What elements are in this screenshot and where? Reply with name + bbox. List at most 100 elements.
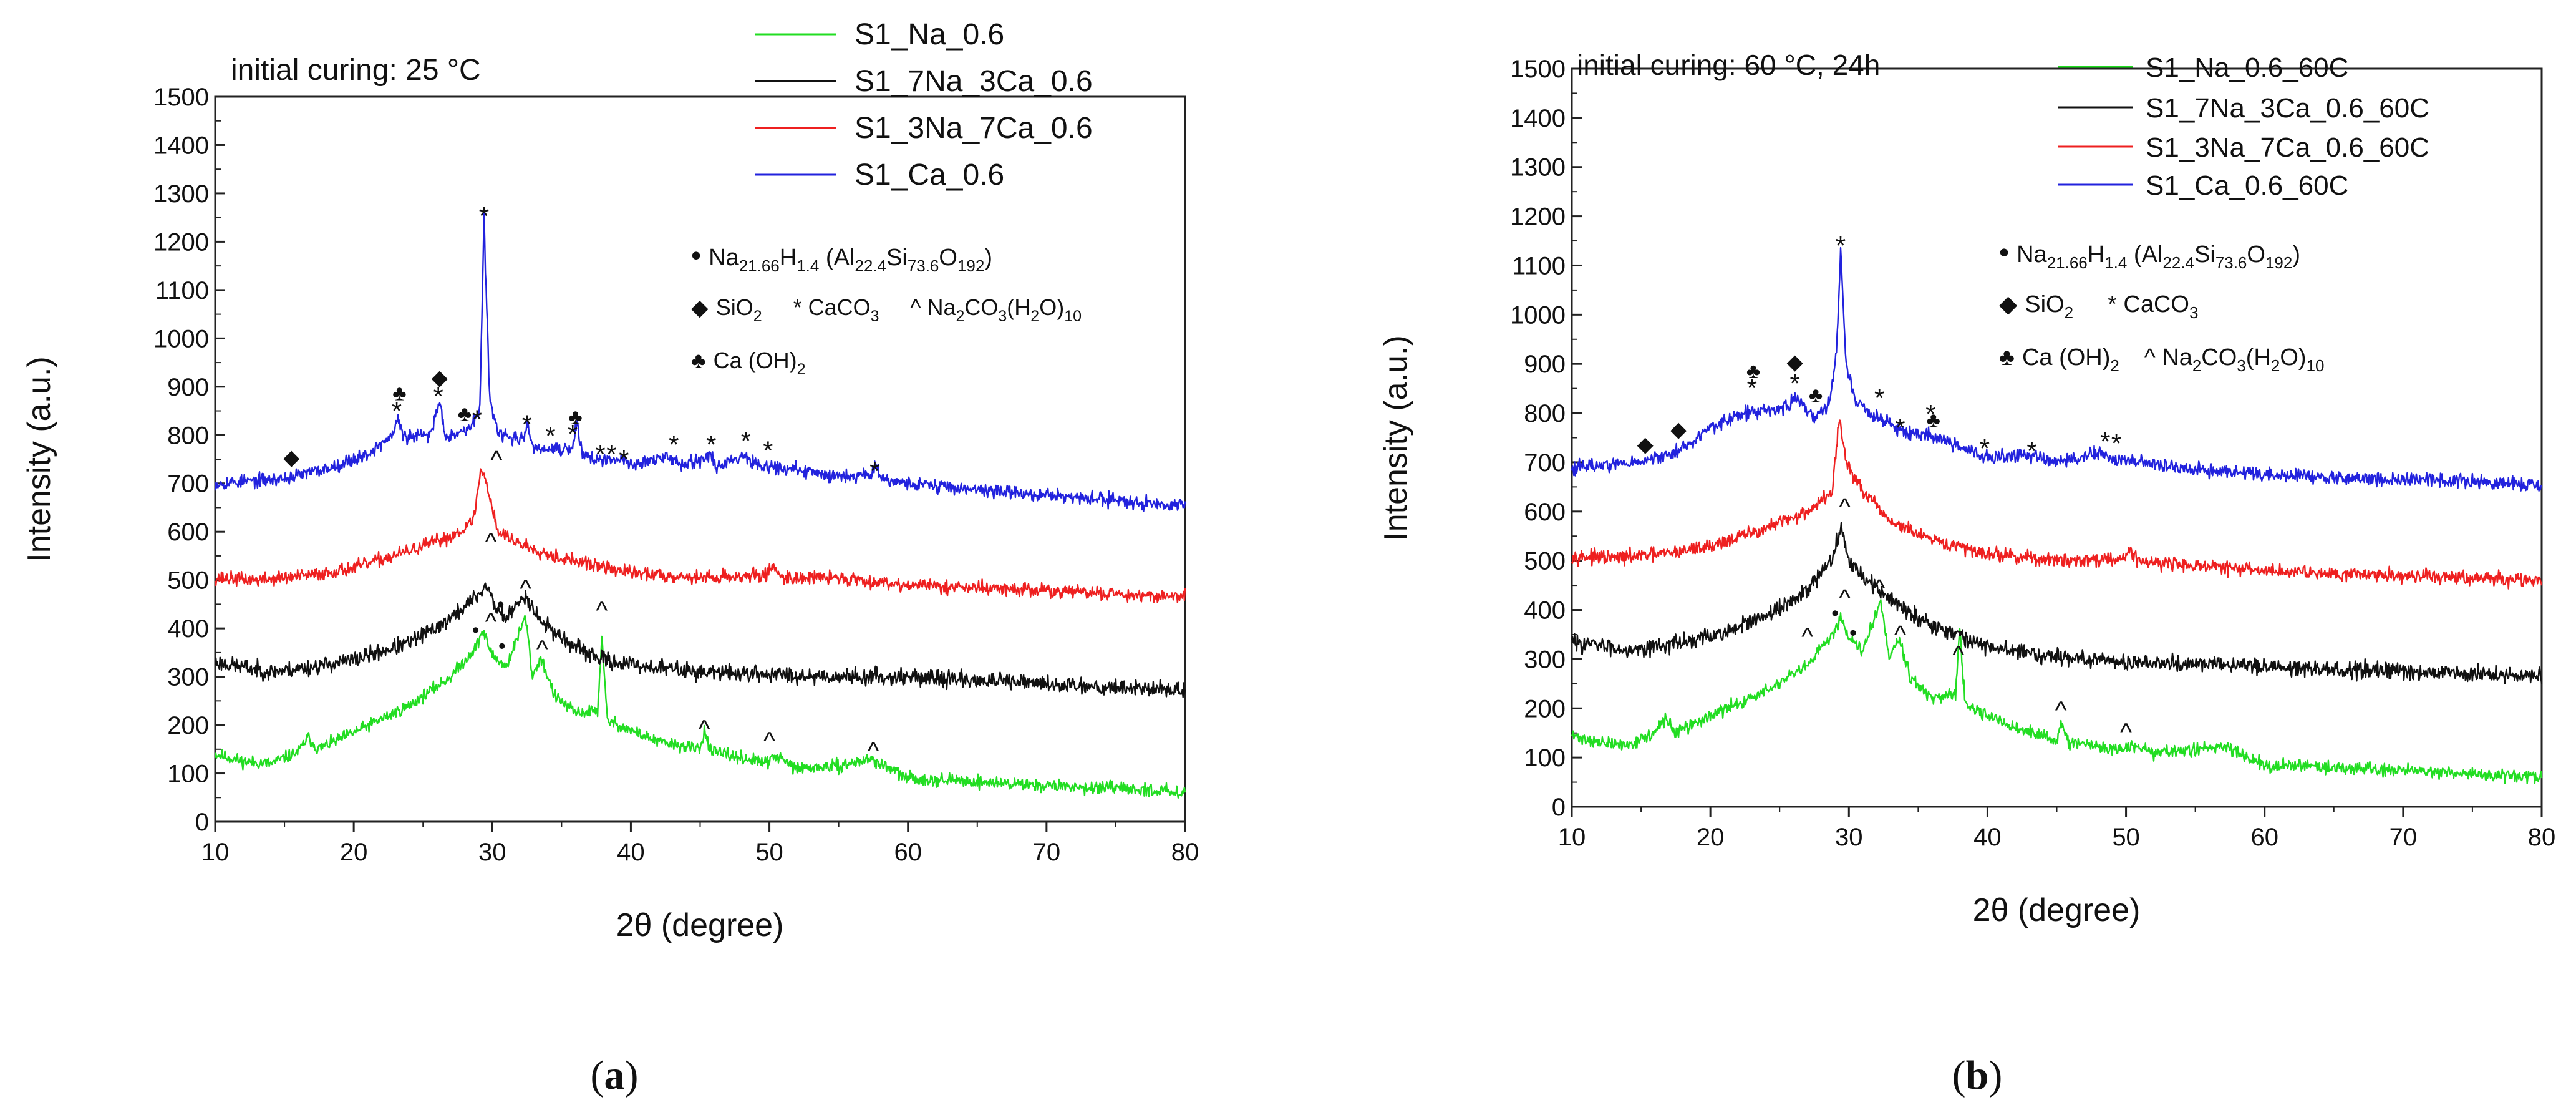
x-tick-label: 20 bbox=[1697, 824, 1725, 851]
phase-line-sio2-caco3: ◆ SiO2 * CaCO3 ^ Na2CO3(H2O)10 bbox=[691, 295, 1082, 325]
panel-b-y-axis-label: Intensity (a.u.) bbox=[1378, 335, 1414, 540]
x-tick-label: 80 bbox=[2528, 824, 2556, 851]
panel-a-y-axis-label: Intensity (a.u.) bbox=[21, 356, 57, 562]
y-tick-label: 0 bbox=[195, 809, 209, 836]
y-tick-label: 900 bbox=[167, 374, 209, 401]
peak-marker: * bbox=[479, 202, 489, 231]
series-line-4 bbox=[1571, 246, 2543, 492]
peak-marker: ^ bbox=[868, 738, 879, 765]
peak-marker: ^ bbox=[485, 608, 497, 635]
panel-b-x-ticks: 10 20 30 40 50 60 70 80 bbox=[1558, 807, 2556, 851]
peak-marker: ♣ bbox=[1927, 409, 1940, 432]
peak-marker: ♣ bbox=[568, 405, 582, 429]
peak-marker: * bbox=[1789, 369, 1799, 398]
y-tick-label: 1400 bbox=[1510, 105, 1566, 132]
y-tick-label: 1100 bbox=[155, 277, 209, 304]
phase-line-sio2-caco3: ◆ SiO2 * CaCO3 bbox=[1999, 291, 2198, 322]
peak-marker: * bbox=[1980, 434, 1990, 463]
peak-marker: ◆ bbox=[1637, 432, 1654, 456]
peak-marker: ^ bbox=[520, 575, 531, 603]
panel-b-title: initial curing: 60 °C, 24h bbox=[1577, 49, 1880, 81]
legend-label: S1_Ca_0.6 bbox=[855, 158, 1004, 192]
peak-marker: ♣ bbox=[392, 381, 406, 405]
peak-marker: * bbox=[522, 409, 532, 439]
peak-marker: * bbox=[741, 426, 751, 455]
peak-marker: ^ bbox=[699, 715, 710, 742]
panel-a-phase-legend: • Na21.66H1.4 (Al22.4Si73.6O192) ◆ SiO2 * C… bbox=[691, 239, 1082, 378]
panel-a-x-axis-label: 2θ (degree) bbox=[616, 907, 784, 943]
series-line-3 bbox=[1571, 419, 2543, 590]
y-tick-label: 1200 bbox=[1510, 203, 1566, 231]
panel-a-x-ticks: 10 20 30 40 50 60 70 80 bbox=[201, 822, 1199, 866]
peak-marker: * bbox=[595, 440, 605, 469]
peak-marker: ^ bbox=[1952, 641, 1964, 668]
y-tick-label: 0 bbox=[1552, 794, 1566, 821]
peak-marker: * bbox=[763, 436, 773, 465]
y-tick-label: 700 bbox=[167, 470, 209, 498]
x-tick-label: 10 bbox=[201, 839, 230, 866]
peak-marker: • bbox=[472, 618, 480, 642]
panel-a-y-ticks: 0 100 200 300 400 500 600 700 800 900 1000 1100 1200… bbox=[153, 84, 225, 836]
peak-marker: * bbox=[1925, 399, 1935, 429]
peak-marker: ^ bbox=[1874, 575, 1886, 602]
panel-a-series bbox=[214, 210, 1186, 799]
y-tick-label: 1400 bbox=[153, 132, 209, 159]
y-tick-label: 200 bbox=[167, 712, 209, 739]
peak-marker: ^ bbox=[596, 597, 608, 625]
peak-marker: * bbox=[619, 444, 629, 474]
peak-marker: * bbox=[669, 430, 679, 459]
y-tick-label: 1000 bbox=[153, 325, 209, 353]
peak-marker: * bbox=[472, 405, 482, 434]
y-tick-label: 600 bbox=[1524, 499, 1566, 526]
panel-b-legend: S1_Na_0.6_60C S1_7Na_3Ca_0.6_60C S1_3Na_… bbox=[2058, 52, 2429, 201]
x-tick-label: 30 bbox=[1835, 824, 1863, 851]
y-tick-label: 300 bbox=[1524, 646, 1566, 673]
y-tick-label: 1500 bbox=[1510, 56, 1566, 83]
legend-label: S1_Na_0.6_60C bbox=[2146, 52, 2348, 83]
peak-marker: * bbox=[392, 396, 402, 426]
peak-marker: ^ bbox=[491, 446, 503, 474]
x-tick-label: 50 bbox=[755, 839, 783, 866]
peak-marker: • bbox=[1849, 621, 1857, 645]
y-tick-label: 400 bbox=[167, 615, 209, 643]
peak-marker: ♣ bbox=[1809, 383, 1823, 407]
legend-label: S1_Ca_0.6_60C bbox=[2146, 170, 2348, 201]
phase-line-caoh2-na2co3: ♣ Ca (OH)2 ^ Na2CO3(H2O)10 bbox=[1999, 344, 2324, 375]
phase-line-caoh2: ♣ Ca (OH)2 bbox=[691, 348, 806, 378]
panel-a-chart: 0 100 200 300 400 500 600 700 800 900 1000 1100 1200… bbox=[21, 18, 1199, 943]
peak-marker: * bbox=[1874, 384, 1884, 413]
bullet-symbol: • bbox=[691, 239, 701, 271]
legend-label: S1_3Na_7Ca_0.6_60C bbox=[2146, 132, 2429, 163]
panel-b-plot-frame bbox=[1571, 67, 2543, 808]
legend-label: S1_3Na_7Ca_0.6 bbox=[855, 112, 1093, 145]
peak-marker: * bbox=[1836, 231, 1846, 260]
phase-line-zeolite: • Na21.66H1.4 (Al22.4Si73.6O192) bbox=[691, 239, 992, 275]
y-tick-label: 700 bbox=[1524, 449, 1566, 477]
x-tick-label: 70 bbox=[1033, 839, 1061, 866]
peak-marker: ♣ bbox=[458, 402, 472, 426]
x-tick-label: 30 bbox=[478, 839, 506, 866]
y-tick-label: 1000 bbox=[1510, 301, 1566, 329]
y-tick-label: 900 bbox=[1524, 351, 1566, 378]
legend-label: S1_7Na_3Ca_0.6 bbox=[855, 65, 1093, 98]
y-tick-label: 1100 bbox=[1512, 252, 1566, 280]
legend-label: S1_7Na_3Ca_0.6_60C bbox=[2146, 93, 2429, 124]
peak-marker: ◆ bbox=[283, 445, 300, 469]
peak-marker: * bbox=[606, 440, 616, 469]
caption-a: (a) bbox=[591, 1053, 639, 1098]
x-tick-label: 60 bbox=[894, 839, 922, 866]
x-tick-label: 60 bbox=[2250, 824, 2278, 851]
y-tick-label: 400 bbox=[1524, 597, 1566, 625]
peak-marker: * bbox=[1747, 374, 1757, 403]
x-tick-label: 40 bbox=[1973, 824, 2002, 851]
peak-marker: * bbox=[706, 430, 716, 459]
phase-line-zeolite: • Na21.66H1.4 (Al22.4Si73.6O192) bbox=[1999, 236, 2300, 272]
y-tick-label: 600 bbox=[167, 518, 209, 546]
series-line-3 bbox=[214, 468, 1186, 603]
peak-marker: • bbox=[497, 593, 505, 616]
y-tick-label: 500 bbox=[167, 567, 209, 595]
peak-marker: ◆ bbox=[432, 366, 448, 390]
peak-marker: ^ bbox=[485, 528, 497, 556]
y-tick-label: 1300 bbox=[1510, 154, 1566, 182]
